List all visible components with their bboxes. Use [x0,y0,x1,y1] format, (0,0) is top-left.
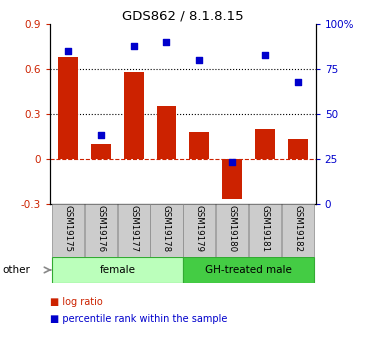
Bar [249,204,281,257]
Bar [91,144,111,159]
Text: other: other [2,265,30,275]
Title: GDS862 / 8.1.8.15: GDS862 / 8.1.8.15 [122,10,244,23]
Bar [151,204,182,257]
Bar [288,139,308,159]
Text: GSM19182: GSM19182 [293,205,302,252]
Bar [52,204,84,257]
Text: GSM19181: GSM19181 [260,205,269,252]
Bar [85,204,117,257]
Bar [117,204,150,257]
Bar [183,257,314,283]
Text: GSM19180: GSM19180 [228,205,236,252]
Text: GSM19178: GSM19178 [162,205,171,252]
Bar [183,204,215,257]
Bar [222,159,242,199]
Bar [58,57,78,159]
Point [65,48,71,54]
Bar [52,257,183,283]
Point [131,43,137,48]
Point [295,79,301,84]
Bar [216,204,248,257]
Bar [124,72,144,159]
Text: GSM19179: GSM19179 [195,205,204,252]
Bar [255,129,275,159]
Text: GSM19175: GSM19175 [64,205,73,252]
Point [98,132,104,138]
Point [163,39,169,45]
Text: GSM19176: GSM19176 [96,205,105,252]
Text: ■ percentile rank within the sample: ■ percentile rank within the sample [50,314,228,324]
Bar [189,132,209,159]
Text: female: female [99,265,135,275]
Point [229,159,235,165]
Text: GSM19177: GSM19177 [129,205,138,252]
Text: GH-treated male: GH-treated male [205,265,292,275]
Text: ■ log ratio: ■ log ratio [50,297,103,307]
Point [196,57,203,63]
Bar [281,204,314,257]
Bar [157,106,176,159]
Point [262,52,268,57]
